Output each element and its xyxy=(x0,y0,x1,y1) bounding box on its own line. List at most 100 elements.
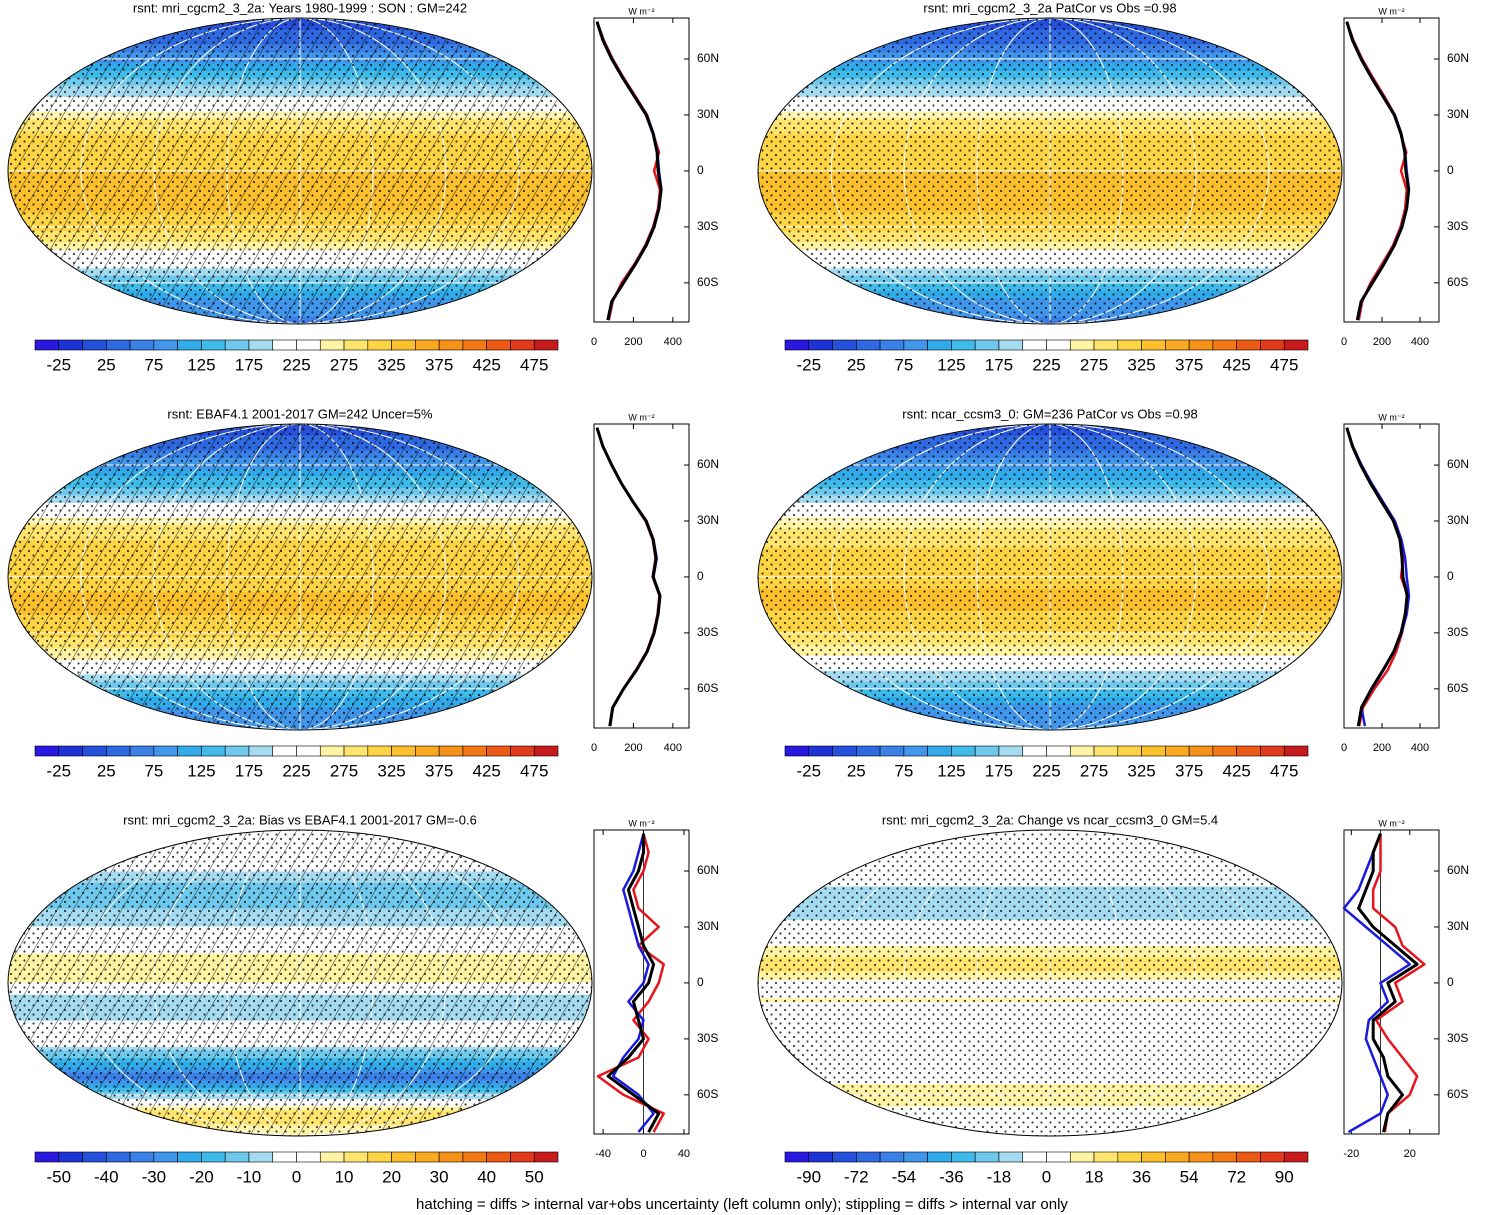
colorbar-swatch xyxy=(486,1151,511,1163)
colorbar-swatch xyxy=(1141,339,1166,351)
colorbar-label: 225 xyxy=(282,761,310,780)
colorbar-swatch xyxy=(1022,745,1047,757)
colorbar-swatch xyxy=(129,339,155,351)
colorbar-swatch xyxy=(856,339,881,351)
colorbar-swatch xyxy=(415,339,440,351)
colorbar-label: 125 xyxy=(187,761,215,780)
colorbar-label: 325 xyxy=(1127,355,1155,374)
colorbar-swatch xyxy=(1046,745,1071,757)
panel: rsnt: ncar_ccsm3_0: GM=236 PatCor vs Obs… xyxy=(757,406,1469,780)
colorbar-swatch xyxy=(296,1151,321,1163)
map-band xyxy=(8,328,592,332)
colorbar-label: 30 xyxy=(430,1167,449,1186)
colorbar-label: 375 xyxy=(1175,761,1203,780)
colorbar-label: 125 xyxy=(937,761,965,780)
colorbar-swatch xyxy=(510,745,535,757)
colorbar-swatch xyxy=(1117,1151,1142,1163)
colorbar-label: -20 xyxy=(189,1167,214,1186)
colorbar-swatch xyxy=(879,1151,905,1163)
colorbar-swatch xyxy=(319,1151,345,1163)
colorbar-swatch xyxy=(832,745,857,757)
map-band xyxy=(8,737,592,741)
colorbar-label: 25 xyxy=(847,355,866,374)
x-tick-label: 200 xyxy=(624,336,642,348)
colorbar-label: 225 xyxy=(1032,355,1060,374)
colorbar-swatch xyxy=(1165,339,1190,351)
colorbar-label: 475 xyxy=(520,761,548,780)
stippling xyxy=(758,424,1342,730)
colorbar-swatch xyxy=(903,339,928,351)
colorbar-swatch xyxy=(1141,745,1166,757)
colorbar-swatch xyxy=(1117,745,1142,757)
y-tick-label: 60S xyxy=(697,681,718,695)
unit-label: W m⁻² xyxy=(628,6,654,16)
colorbar-label: 325 xyxy=(377,355,405,374)
map-band xyxy=(758,328,1342,332)
colorbar-swatch xyxy=(998,1151,1024,1163)
colorbar-label: -10 xyxy=(237,1167,262,1186)
y-tick-label: 60S xyxy=(1447,1087,1468,1101)
colorbar-swatch xyxy=(177,1151,202,1163)
panel: rsnt: mri_cgcm2_3_2a PatCor vs Obs =0.98… xyxy=(757,0,1469,374)
colorbar-swatch xyxy=(1117,339,1142,351)
colorbar-swatch xyxy=(248,339,274,351)
colorbar-swatch xyxy=(856,1151,881,1163)
colorbar-swatch xyxy=(974,1151,1000,1163)
colorbar-label: -50 xyxy=(46,1167,71,1186)
y-tick-label: 60N xyxy=(1447,457,1469,471)
colorbar-swatch xyxy=(248,1151,274,1163)
map-border xyxy=(7,17,593,325)
y-tick-label: 60S xyxy=(1447,275,1468,289)
y-tick-label: 0 xyxy=(697,975,704,989)
colorbar-swatch xyxy=(1022,339,1047,351)
colorbar-label: 425 xyxy=(472,761,500,780)
map-band xyxy=(758,1140,1342,1144)
colorbar-swatch xyxy=(201,339,226,351)
colorbar-swatch xyxy=(462,1151,487,1163)
hatching xyxy=(8,830,592,1136)
footnote: hatching = diffs > internal var+obs unce… xyxy=(416,1196,1068,1213)
x-tick-label: 40 xyxy=(678,1148,690,1160)
colorbar-label: 275 xyxy=(1080,355,1108,374)
map-band xyxy=(758,737,1342,741)
colorbar-swatch xyxy=(367,1151,392,1163)
profile-frame xyxy=(1343,423,1440,729)
colorbar-swatch xyxy=(415,1151,440,1163)
y-tick-label: 30N xyxy=(1447,513,1469,527)
colorbar-swatch xyxy=(486,339,511,351)
colorbar-label: 50 xyxy=(525,1167,544,1186)
colorbar-label: 175 xyxy=(985,761,1013,780)
colorbar-swatch xyxy=(856,745,881,757)
colorbar-swatch xyxy=(272,745,297,757)
y-tick-label: 60S xyxy=(697,1087,718,1101)
map-band xyxy=(8,331,592,335)
map-band xyxy=(758,1143,1342,1147)
colorbar-swatch xyxy=(343,1151,369,1163)
colorbar-swatch xyxy=(201,1151,226,1163)
colorbar-swatch xyxy=(510,1151,535,1163)
y-tick-label: 60N xyxy=(1447,863,1469,877)
map-band xyxy=(8,741,592,745)
colorbar-swatch xyxy=(1188,745,1214,757)
x-tick-label: 400 xyxy=(664,742,682,754)
profile-frame xyxy=(1343,17,1440,323)
y-tick-label: 30N xyxy=(1447,107,1469,121)
y-tick-label: 0 xyxy=(1447,975,1454,989)
colorbar-label: 325 xyxy=(1127,761,1155,780)
panel: rsnt: EBAF4.1 2001-2017 GM=242 Uncer=5% -… xyxy=(7,406,719,780)
colorbar-swatch xyxy=(832,1151,857,1163)
colorbar-swatch xyxy=(1188,1151,1214,1163)
colorbar-label: 275 xyxy=(330,355,358,374)
colorbar-label: 475 xyxy=(1270,355,1298,374)
colorbar-swatch xyxy=(248,745,274,757)
y-tick-label: 60S xyxy=(1447,681,1468,695)
colorbar-label: -72 xyxy=(844,1167,869,1186)
colorbar-swatch xyxy=(1165,1151,1190,1163)
colorbar-label: 375 xyxy=(1175,355,1203,374)
colorbar-swatch xyxy=(82,339,107,351)
colorbar-swatch xyxy=(1283,339,1309,351)
map xyxy=(8,18,592,335)
colorbar-swatch xyxy=(927,745,952,757)
colorbar-swatch xyxy=(832,339,857,351)
